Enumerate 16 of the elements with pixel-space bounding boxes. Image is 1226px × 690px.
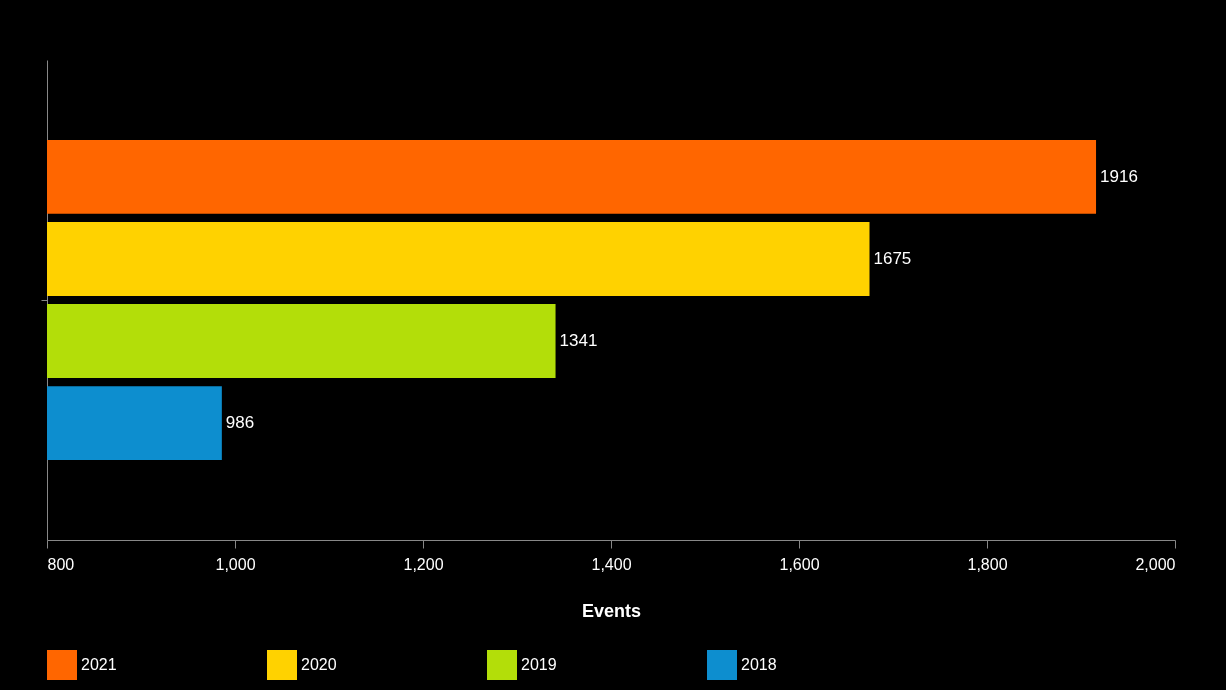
- data-label: 1916: [1100, 166, 1138, 186]
- x-tick-label: 1,000: [215, 555, 256, 573]
- x-axis-title: Events: [581, 600, 642, 621]
- data-label: 1341: [559, 331, 598, 351]
- x-tick-label: 800: [47, 555, 75, 573]
- data-label: 986: [225, 413, 255, 433]
- legend-label: 2018: [741, 656, 777, 673]
- x-tick-label: 2,000: [1135, 555, 1176, 573]
- legend-label: 2021: [81, 656, 117, 673]
- x-tick-label: 1,600: [779, 555, 820, 573]
- x-tick-label: 1,800: [967, 555, 1008, 573]
- data-label: 1675: [873, 248, 912, 268]
- legend-label: 2020: [301, 656, 337, 673]
- x-tick-label: 1,400: [591, 555, 632, 573]
- x-tick-label: 1,200: [403, 555, 444, 573]
- legend-label: 2019: [521, 656, 557, 673]
